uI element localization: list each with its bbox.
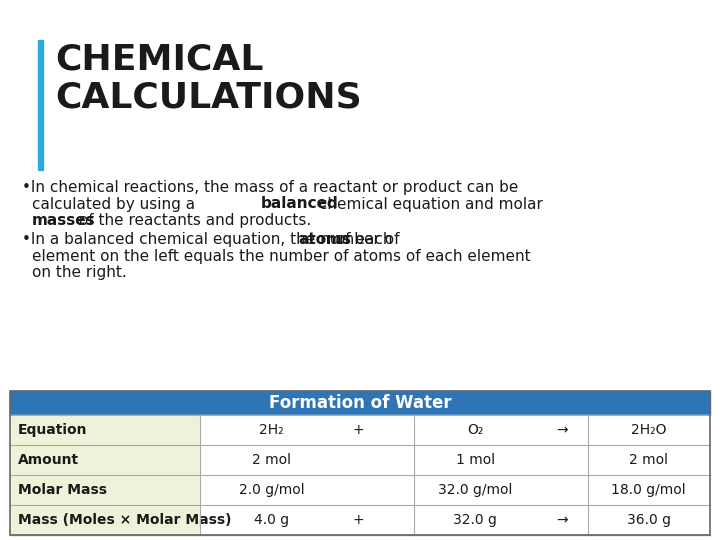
Text: +: + bbox=[352, 423, 364, 437]
Text: atoms: atoms bbox=[298, 232, 351, 247]
Text: on the right.: on the right. bbox=[32, 265, 127, 280]
Text: 2 mol: 2 mol bbox=[629, 453, 668, 467]
Text: CALCULATIONS: CALCULATIONS bbox=[55, 80, 361, 114]
Text: 18.0 g/mol: 18.0 g/mol bbox=[611, 483, 686, 497]
Bar bbox=[38, 40, 43, 170]
Text: Formation of Water: Formation of Water bbox=[269, 394, 451, 412]
Text: of the reactants and products.: of the reactants and products. bbox=[74, 213, 311, 228]
Text: balanced: balanced bbox=[261, 197, 338, 212]
Text: →: → bbox=[557, 513, 568, 527]
Text: Equation: Equation bbox=[18, 423, 88, 437]
Text: •In chemical reactions, the mass of a reactant or product can be: •In chemical reactions, the mass of a re… bbox=[22, 180, 518, 195]
Text: masses: masses bbox=[32, 213, 96, 228]
Text: CHEMICAL: CHEMICAL bbox=[55, 43, 264, 77]
Text: 36.0 g: 36.0 g bbox=[627, 513, 671, 527]
Text: Mass (Moles × Molar Mass): Mass (Moles × Molar Mass) bbox=[18, 513, 232, 527]
Text: Molar Mass: Molar Mass bbox=[18, 483, 107, 497]
Text: O₂: O₂ bbox=[467, 423, 484, 437]
Text: +: + bbox=[352, 513, 364, 527]
Text: 2H₂O: 2H₂O bbox=[631, 423, 667, 437]
Text: 2H₂: 2H₂ bbox=[259, 423, 284, 437]
Bar bbox=[10, 475, 200, 505]
Text: •In a balanced chemical equation, the number of: •In a balanced chemical equation, the nu… bbox=[22, 232, 405, 247]
Bar bbox=[10, 391, 710, 415]
Text: 1 mol: 1 mol bbox=[456, 453, 495, 467]
Text: Amount: Amount bbox=[18, 453, 79, 467]
Bar bbox=[200, 445, 710, 475]
Bar bbox=[10, 391, 710, 535]
Text: element on the left equals the number of atoms of each element: element on the left equals the number of… bbox=[32, 248, 531, 264]
Bar bbox=[10, 415, 200, 445]
Bar bbox=[200, 475, 710, 505]
Text: 32.0 g/mol: 32.0 g/mol bbox=[438, 483, 513, 497]
Bar bbox=[10, 505, 200, 535]
Bar bbox=[200, 505, 710, 535]
Text: 4.0 g: 4.0 g bbox=[254, 513, 289, 527]
Text: calculated by using a: calculated by using a bbox=[32, 197, 200, 212]
Text: of each: of each bbox=[331, 232, 392, 247]
Text: 32.0 g: 32.0 g bbox=[454, 513, 498, 527]
Bar bbox=[200, 415, 710, 445]
Text: chemical equation and molar: chemical equation and molar bbox=[314, 197, 543, 212]
Bar bbox=[10, 445, 200, 475]
Text: →: → bbox=[557, 423, 568, 437]
Text: 2 mol: 2 mol bbox=[252, 453, 291, 467]
Text: 2.0 g/mol: 2.0 g/mol bbox=[238, 483, 305, 497]
